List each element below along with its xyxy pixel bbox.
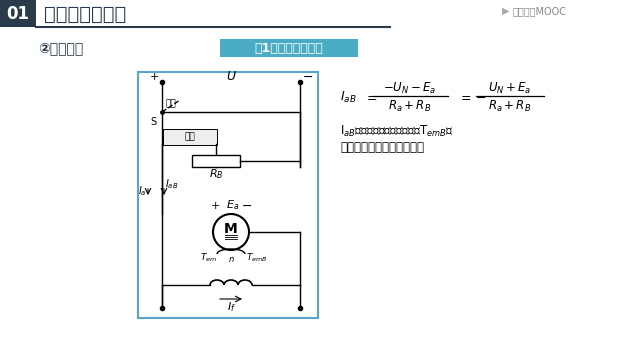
Text: +: +: [149, 72, 159, 82]
Text: $E_a$: $E_a$: [227, 198, 239, 212]
Text: M: M: [224, 222, 238, 236]
Text: $R_a+R_B$: $R_a+R_B$: [488, 98, 532, 113]
FancyBboxPatch shape: [0, 0, 36, 27]
Text: 从而产生很强的制动作用。: 从而产生很强的制动作用。: [340, 140, 424, 153]
Text: $R_a+R_B$: $R_a+R_B$: [388, 98, 431, 113]
Text: $T_{em}$: $T_{em}$: [200, 252, 218, 264]
Text: −: −: [242, 199, 252, 212]
Text: +: +: [211, 201, 220, 211]
Text: ▶: ▶: [502, 6, 509, 16]
FancyBboxPatch shape: [220, 39, 358, 57]
FancyBboxPatch shape: [138, 72, 318, 318]
Text: $I_{aB}$: $I_{aB}$: [165, 177, 179, 191]
Text: $I_f$: $I_f$: [227, 300, 236, 314]
Text: I$_{aB}$产生很大的反向电磁转矩T$_{emB}$，: I$_{aB}$产生很大的反向电磁转矩T$_{emB}$，: [340, 123, 454, 139]
Text: 中国大学MOOC: 中国大学MOOC: [513, 6, 567, 16]
Text: 电动: 电动: [166, 99, 177, 108]
Text: $I_{aB}$: $I_{aB}$: [340, 89, 356, 104]
Text: $R_B$: $R_B$: [209, 167, 223, 181]
Text: 他励直流电动机: 他励直流电动机: [44, 5, 126, 23]
Text: $-U_N-E_a$: $-U_N-E_a$: [383, 80, 436, 95]
Text: S: S: [150, 117, 156, 127]
Text: $U$: $U$: [225, 69, 236, 82]
Text: n: n: [228, 256, 234, 265]
Text: 01: 01: [6, 5, 29, 23]
Text: $= -$: $= -$: [458, 90, 487, 104]
Text: ②反接制动: ②反接制动: [38, 41, 83, 55]
Text: $I_a$: $I_a$: [138, 184, 147, 198]
Bar: [192, 155, 240, 167]
Text: $=$: $=$: [364, 90, 378, 104]
FancyBboxPatch shape: [163, 129, 217, 145]
Text: $U_N+E_a$: $U_N+E_a$: [488, 80, 532, 95]
Text: −: −: [303, 71, 313, 84]
Text: $T_{emB}$: $T_{emB}$: [246, 252, 268, 264]
Text: （1）电压反接制动: （1）电压反接制动: [255, 41, 323, 54]
Text: 制动: 制动: [184, 132, 195, 141]
